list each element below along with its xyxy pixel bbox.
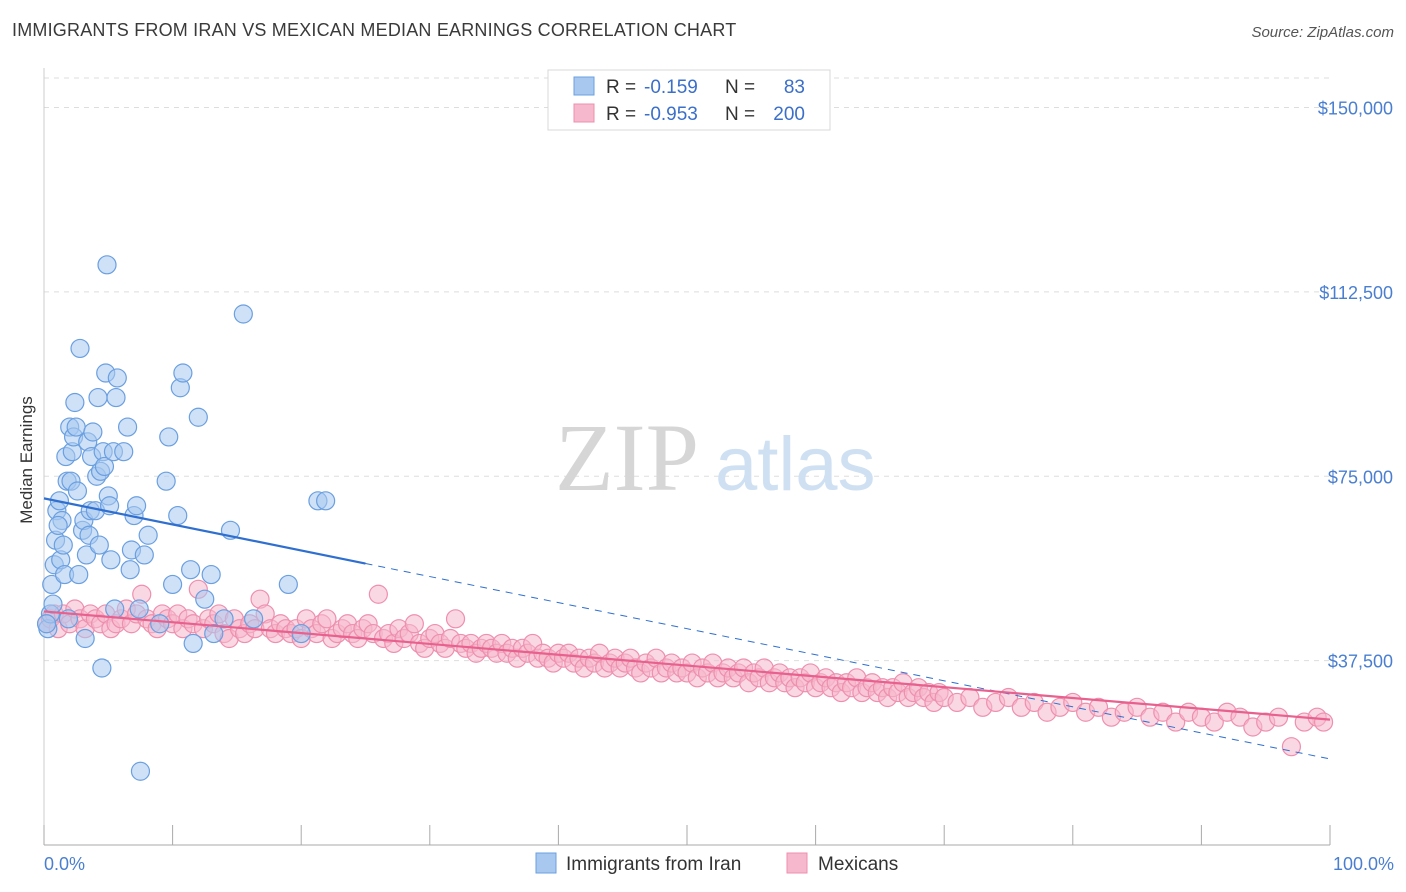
legend-n-value-mexicans: 200 xyxy=(773,104,805,125)
iran-point xyxy=(43,594,63,614)
iran-point xyxy=(92,658,112,678)
iran-point xyxy=(65,392,85,413)
iran-point xyxy=(94,456,115,477)
y-axis-label: Median Earnings xyxy=(17,396,36,524)
iran-point xyxy=(214,609,234,629)
legend: R = -0.159 N = 83 R = -0.953 N = 200 xyxy=(547,69,831,131)
mexicans-point xyxy=(1268,707,1289,727)
legend-n-label-iran: N = xyxy=(725,77,755,98)
legend-r-value-iran: -0.159 xyxy=(644,77,698,98)
iran-point xyxy=(204,623,224,644)
gridlines xyxy=(44,77,1330,662)
iran-point xyxy=(126,496,147,516)
watermark-atlas: atlas xyxy=(715,422,876,507)
iran-point xyxy=(106,387,126,408)
x-tick-label-min: 0.0% xyxy=(44,854,85,874)
legend-n-value-iran: 83 xyxy=(784,77,805,98)
iran-point xyxy=(88,387,108,408)
iran-point xyxy=(159,427,179,447)
iran-point xyxy=(83,422,103,442)
iran-point xyxy=(48,515,68,536)
iran-point xyxy=(107,368,127,388)
legend-swatch-iran xyxy=(573,76,595,96)
mexicans-point xyxy=(1153,702,1173,722)
iran-point xyxy=(233,304,253,324)
iran-point xyxy=(138,525,158,545)
iran-point xyxy=(105,599,125,619)
x-tick-label-max: 100.0% xyxy=(1333,854,1394,874)
iran-point xyxy=(156,471,176,491)
mexicans-point xyxy=(368,584,388,604)
iran-point xyxy=(316,491,336,511)
iran-point xyxy=(134,545,154,565)
mexicans-point xyxy=(1313,712,1334,732)
iran-point xyxy=(114,442,134,462)
iran-trend-line-extension xyxy=(365,563,1331,760)
mexicans-point xyxy=(1281,737,1302,757)
mexicans-point xyxy=(1088,697,1109,717)
iran-point xyxy=(168,505,188,526)
legend-r-value-mexicans: -0.953 xyxy=(644,104,698,125)
bottom-legend-label-iran: Immigrants from Iran xyxy=(566,854,741,875)
y-tick-label-2: $75,000 xyxy=(1328,467,1393,487)
iran-point xyxy=(201,564,221,585)
watermark: ZIP atlas xyxy=(555,404,876,511)
iran-point xyxy=(76,545,97,565)
iran-point xyxy=(244,609,264,629)
legend-n-label-mexicans: N = xyxy=(725,104,755,125)
iran-point xyxy=(89,535,109,555)
bottom-legend: Immigrants from Iran Mexicans xyxy=(535,852,898,875)
iran-point xyxy=(188,407,208,427)
iran-point xyxy=(150,614,170,634)
y-tick-label-1: $112,500 xyxy=(1319,283,1393,303)
y-tick-label-0: $150,000 xyxy=(1318,99,1393,119)
iran-point xyxy=(70,338,90,359)
iran-point xyxy=(67,481,88,501)
bottom-legend-swatch-mexicans xyxy=(786,852,808,874)
iran-point xyxy=(69,564,89,585)
legend-r-label-mexicans: R = xyxy=(606,104,636,125)
iran-point xyxy=(97,255,117,275)
axes xyxy=(43,68,1331,846)
iran-point xyxy=(120,560,140,580)
mexicans-point xyxy=(445,609,466,629)
mexicans-trend-line xyxy=(43,610,1331,721)
mexicans-point xyxy=(404,614,424,634)
chart-title: IMMIGRANTS FROM IRAN VS MEXICAN MEDIAN E… xyxy=(12,20,737,40)
iran-points xyxy=(36,255,336,781)
legend-r-label-iran: R = xyxy=(606,77,636,98)
iran-point xyxy=(36,614,57,634)
mexicans-point xyxy=(1204,712,1224,732)
iran-point xyxy=(66,417,86,437)
iran-point xyxy=(53,535,73,555)
iran-point xyxy=(181,560,201,580)
bottom-legend-swatch-iran xyxy=(535,852,557,874)
iran-trend-line xyxy=(43,497,366,565)
trend-lines xyxy=(43,497,1331,760)
iran-point xyxy=(42,574,62,595)
source-credit: Source: ZipAtlas.com xyxy=(1251,24,1394,41)
mexicans-points xyxy=(36,579,1334,757)
iran-point xyxy=(129,599,149,619)
iran-point xyxy=(101,550,121,570)
iran-point xyxy=(278,574,298,595)
legend-swatch-mexicans xyxy=(573,103,595,123)
iran-point xyxy=(130,761,151,781)
iran-point xyxy=(117,417,138,437)
watermark-zip: ZIP xyxy=(555,404,699,511)
iran-point xyxy=(183,633,203,654)
iran-point xyxy=(75,628,95,649)
y-tick-label-3: $37,500 xyxy=(1328,652,1393,672)
iran-point xyxy=(163,574,183,595)
bottom-legend-label-mexicans: Mexicans xyxy=(818,854,898,875)
iran-point xyxy=(173,363,193,383)
iran-point xyxy=(195,589,215,609)
y-tick-labels: $150,000 $112,500 $75,000 $37,500 xyxy=(1318,99,1393,672)
mexicans-point xyxy=(317,609,337,629)
